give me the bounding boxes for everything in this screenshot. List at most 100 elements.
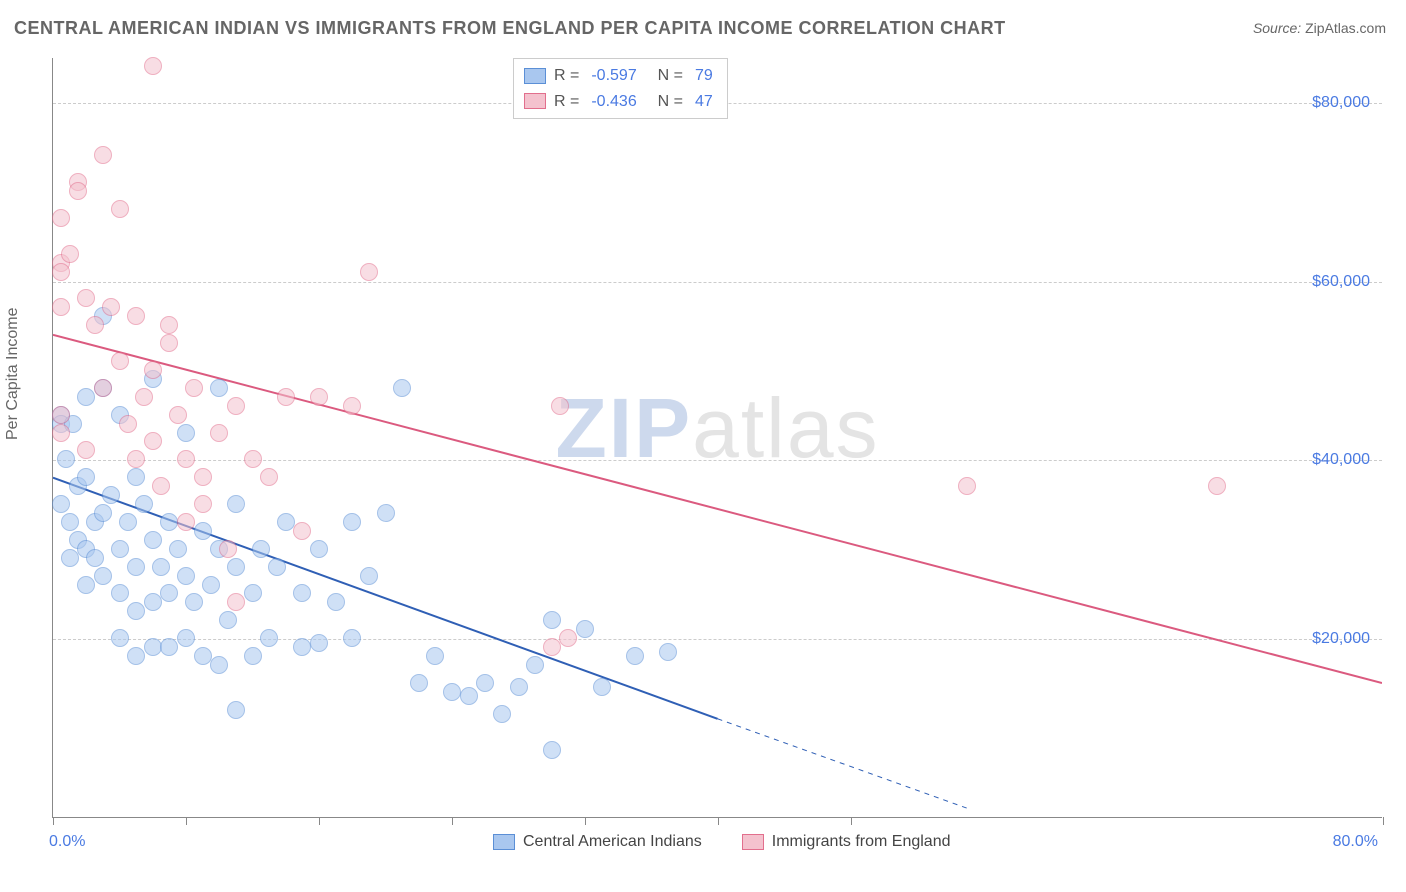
x-tick — [452, 817, 453, 825]
legend-item-1: Central American Indians — [493, 833, 702, 851]
data-point — [152, 477, 170, 495]
data-point — [94, 379, 112, 397]
data-point — [244, 450, 262, 468]
n-value-2: 47 — [695, 89, 713, 115]
data-point — [543, 741, 561, 759]
data-point — [144, 531, 162, 549]
data-point — [94, 567, 112, 585]
data-point — [293, 584, 311, 602]
data-point — [86, 316, 104, 334]
data-point — [111, 200, 129, 218]
data-point — [77, 468, 95, 486]
r-value-2: -0.436 — [591, 89, 636, 115]
data-point — [227, 558, 245, 576]
data-point — [52, 209, 70, 227]
data-point — [343, 629, 361, 647]
data-point — [244, 584, 262, 602]
legend-label-1: Central American Indians — [523, 833, 702, 851]
x-tick — [851, 817, 852, 825]
data-point — [111, 629, 129, 647]
x-tick — [53, 817, 54, 825]
data-point — [551, 397, 569, 415]
data-point — [102, 298, 120, 316]
data-point — [626, 647, 644, 665]
data-point — [57, 450, 75, 468]
data-point — [52, 424, 70, 442]
data-point — [659, 643, 677, 661]
data-point — [144, 638, 162, 656]
data-point — [958, 477, 976, 495]
data-point — [77, 576, 95, 594]
data-point — [377, 504, 395, 522]
data-point — [135, 495, 153, 513]
legend-label-2: Immigrants from England — [772, 833, 951, 851]
data-point — [144, 432, 162, 450]
data-point — [127, 647, 145, 665]
data-point — [127, 558, 145, 576]
data-point — [144, 57, 162, 75]
data-point — [543, 638, 561, 656]
data-point — [177, 513, 195, 531]
data-point — [202, 576, 220, 594]
data-point — [493, 705, 511, 723]
correlation-row-2: R = -0.436 N = 47 — [524, 89, 717, 115]
data-point — [160, 638, 178, 656]
data-point — [77, 441, 95, 459]
data-point — [111, 352, 129, 370]
r-value-1: -0.597 — [591, 63, 636, 89]
scatter-chart: ZIPatlas $20,000$40,000$60,000$80,000 R … — [52, 58, 1382, 818]
data-point — [61, 245, 79, 263]
data-point — [426, 647, 444, 665]
data-point — [94, 146, 112, 164]
data-point — [293, 522, 311, 540]
legend-swatch-2 — [742, 834, 764, 850]
x-tick — [718, 817, 719, 825]
points-layer — [53, 58, 1382, 817]
data-point — [559, 629, 577, 647]
n-label: N = — [649, 63, 683, 89]
data-point — [252, 540, 270, 558]
legend-item-2: Immigrants from England — [742, 833, 951, 851]
data-point — [210, 424, 228, 442]
data-point — [127, 602, 145, 620]
data-point — [310, 634, 328, 652]
data-point — [244, 647, 262, 665]
data-point — [119, 415, 137, 433]
chart-title: CENTRAL AMERICAN INDIAN VS IMMIGRANTS FR… — [14, 18, 1006, 39]
data-point — [160, 334, 178, 352]
data-point — [227, 593, 245, 611]
data-point — [169, 540, 187, 558]
data-point — [194, 468, 212, 486]
x-axis-max: 80.0% — [1333, 833, 1378, 851]
data-point — [144, 593, 162, 611]
data-point — [219, 611, 237, 629]
data-point — [327, 593, 345, 611]
source-label: Source: — [1253, 20, 1301, 36]
source-value: ZipAtlas.com — [1305, 20, 1386, 36]
data-point — [160, 316, 178, 334]
data-point — [52, 263, 70, 281]
correlation-legend: R = -0.597 N = 79 R = -0.436 N = 47 — [513, 58, 728, 119]
data-point — [476, 674, 494, 692]
data-point — [360, 263, 378, 281]
n-value-1: 79 — [695, 63, 713, 89]
data-point — [185, 593, 203, 611]
data-point — [194, 495, 212, 513]
data-point — [111, 540, 129, 558]
data-point — [277, 388, 295, 406]
x-tick — [186, 817, 187, 825]
data-point — [69, 182, 87, 200]
data-point — [593, 678, 611, 696]
data-point — [94, 504, 112, 522]
data-point — [61, 513, 79, 531]
swatch-series-1 — [524, 68, 546, 84]
correlation-row-1: R = -0.597 N = 79 — [524, 63, 717, 89]
data-point — [135, 388, 153, 406]
data-point — [393, 379, 411, 397]
data-point — [194, 522, 212, 540]
data-point — [227, 397, 245, 415]
data-point — [52, 298, 70, 316]
data-point — [277, 513, 295, 531]
x-tick — [319, 817, 320, 825]
data-point — [52, 406, 70, 424]
